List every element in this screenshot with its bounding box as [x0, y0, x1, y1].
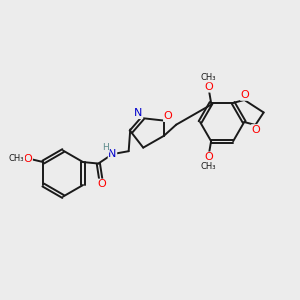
Text: O: O: [24, 154, 32, 164]
Text: CH₃: CH₃: [201, 162, 217, 171]
Text: H: H: [103, 143, 110, 152]
Text: O: O: [97, 179, 106, 189]
Text: O: O: [164, 111, 172, 122]
Text: CH₃: CH₃: [201, 73, 217, 82]
Text: N: N: [108, 149, 117, 159]
Text: O: O: [204, 82, 213, 92]
Text: O: O: [204, 152, 213, 162]
Text: CH₃: CH₃: [9, 154, 25, 163]
Text: O: O: [241, 90, 249, 100]
Text: O: O: [252, 125, 260, 135]
Text: N: N: [134, 109, 143, 118]
